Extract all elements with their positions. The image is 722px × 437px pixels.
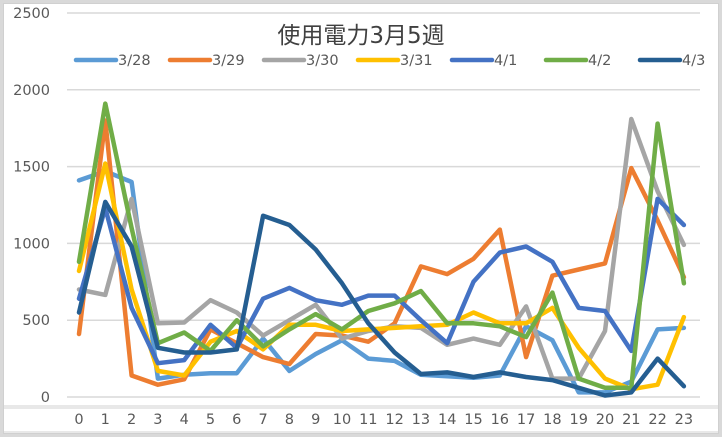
series-line-3-29 [76,118,687,387]
legend-item-4-1: 4/1 [449,53,517,69]
series-line-3-28 [76,168,687,395]
x-tick-label: 8 [285,412,294,428]
x-tick-label: 19 [569,412,587,428]
x-tick-label: 4 [180,412,189,428]
x-tick-label: 17 [517,412,535,428]
legend-item-3-30: 3/30 [261,53,339,69]
x-tick-label: 6 [232,412,241,428]
y-tick-label: 1500 [13,160,50,176]
x-axis-ticks: 0 1 2 3 4 5 6 7 8 9 10 11 12 13 14 15 16 17 18 19 20 21 22 23 [74,412,693,428]
x-tick-label: 13 [412,412,430,428]
series-line-3-31 [76,161,687,392]
legend-item-3-31: 3/31 [355,53,433,69]
x-tick-label: 9 [311,412,320,428]
x-tick-label: 14 [438,412,456,428]
legend-label: 3/30 [306,53,339,69]
series-line-4-1 [76,196,687,366]
x-tick-label: 1 [101,412,110,428]
legend-item-3-28: 3/28 [73,53,151,69]
series-line-4-3 [76,199,687,398]
x-tick-label: 18 [543,412,561,428]
legend-item-4-2: 4/2 [543,53,611,69]
x-tick-label: 16 [491,412,509,428]
x-tick-label: 20 [596,412,614,428]
x-tick-label: 5 [206,412,215,428]
x-tick-label: 0 [74,412,83,428]
x-axis-strip [4,405,718,433]
legend-label: 4/1 [494,53,517,69]
series-line-4-2 [76,101,687,391]
x-tick-label: 23 [675,412,693,428]
legend-label: 4/2 [588,53,611,69]
series-lines [76,101,687,398]
chart-title: 使用電力3月5週 [277,23,444,49]
legend-label: 3/31 [400,53,433,69]
x-tick-label: 21 [622,412,640,428]
y-tick-label: 1000 [13,236,50,252]
y-tick-label: 2000 [13,83,50,99]
legend-item-3-29: 3/29 [167,53,245,69]
chart-frame [3,3,719,434]
x-tick-label: 2 [127,412,136,428]
gridlines [67,12,700,398]
x-tick-label: 7 [258,412,267,428]
x-tick-label: 15 [464,412,482,428]
legend-item-4-3: 4/3 [637,53,705,69]
legend: 3/28 3/29 3/30 3/31 4/1 4/2 4/3 [73,53,705,69]
x-tick-label: 3 [153,412,162,428]
x-tick-label: 22 [648,412,666,428]
x-tick-label: 11 [359,412,377,428]
y-axis-ticks: 0 500 1000 1500 2000 2500 [13,6,50,406]
legend-label: 4/3 [682,53,705,69]
y-tick-label: 2500 [13,6,50,22]
x-tick-label: 10 [333,412,351,428]
y-tick-label: 500 [22,313,50,329]
x-tick-label: 12 [385,412,403,428]
legend-label: 3/29 [212,53,245,69]
legend-label: 3/28 [118,53,151,69]
y-tick-label: 0 [41,390,50,406]
